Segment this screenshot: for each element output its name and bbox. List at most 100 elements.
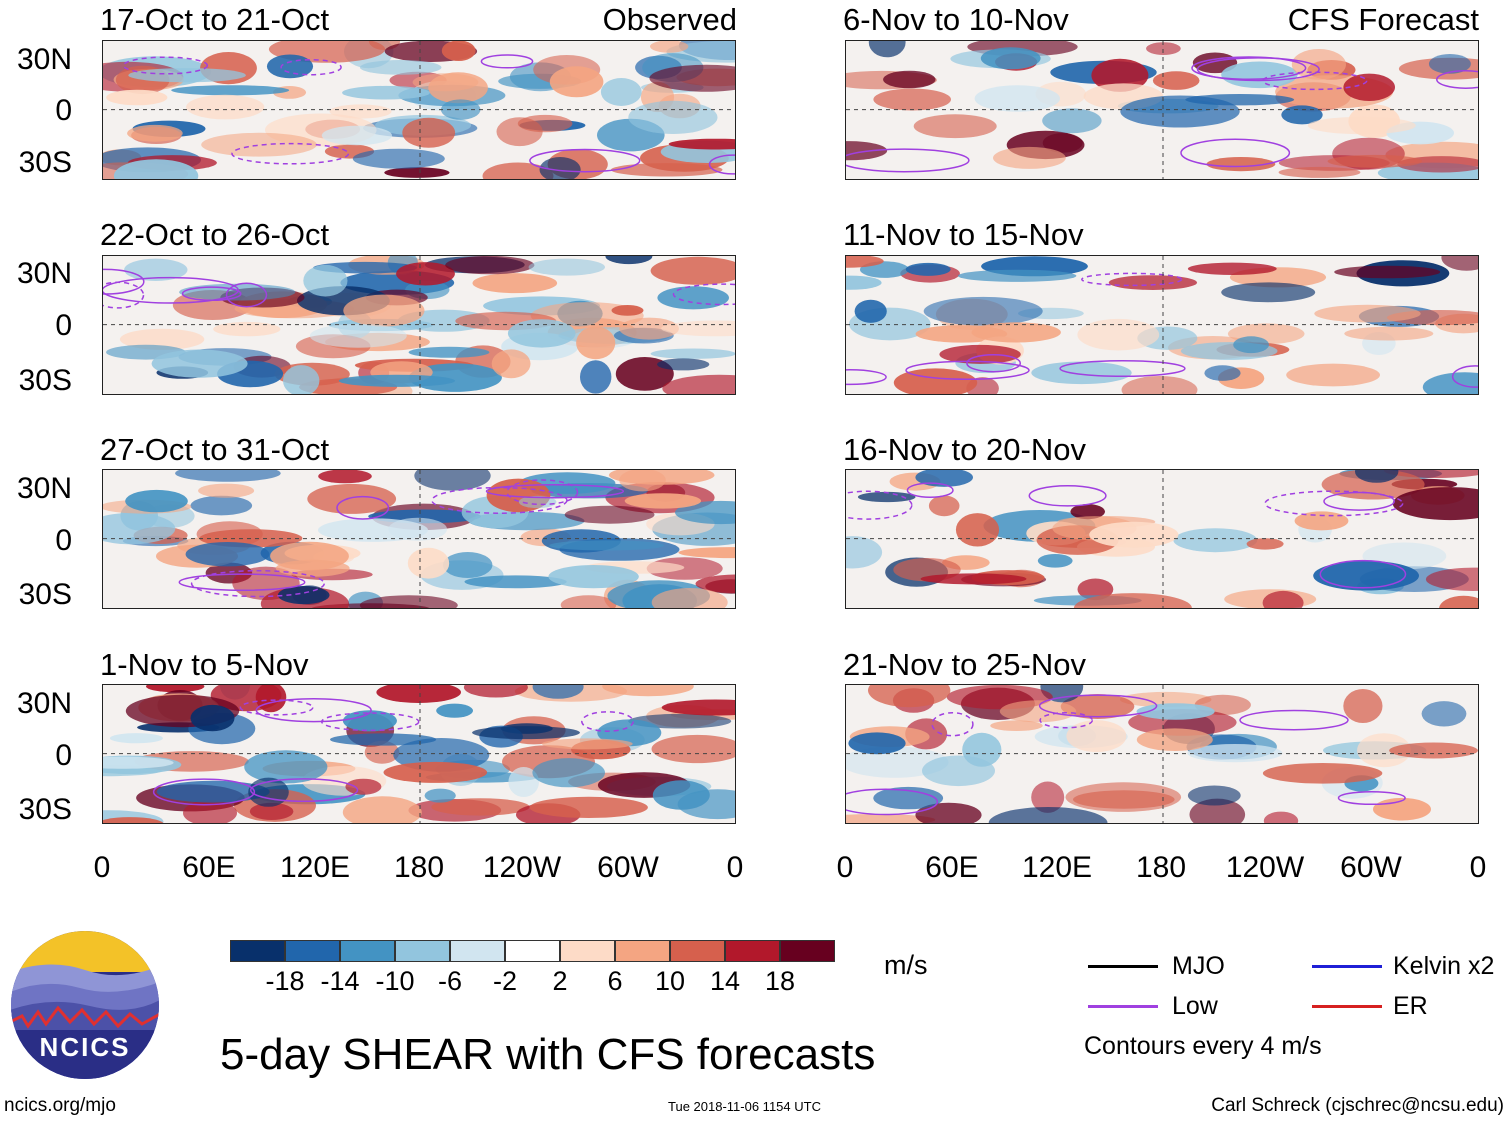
low-contour [846, 369, 887, 386]
low-contour [1191, 56, 1307, 80]
shear-anomaly-blob [1421, 701, 1467, 727]
shear-anomaly-blob [106, 89, 168, 106]
colorbar-cell [450, 940, 505, 962]
colorbar-tick: -14 [320, 966, 360, 996]
shear-anomaly-blob [580, 360, 612, 394]
low-contour [846, 788, 939, 816]
shear-anomaly-blob [277, 586, 330, 605]
shear-anomaly-blob [1037, 554, 1073, 568]
shear-anomaly-blob [201, 132, 317, 157]
shear-anomaly-blob [329, 104, 392, 119]
shear-anomaly-blob [650, 256, 735, 285]
shear-anomaly-blob [1187, 744, 1283, 763]
shear-anomaly-blob [1042, 108, 1102, 134]
low-contour [336, 495, 390, 520]
shear-anomaly-blob [309, 323, 407, 348]
shear-anomaly-blob [127, 124, 183, 142]
shear-anomaly-blob [1246, 538, 1284, 550]
low-contour [931, 711, 974, 737]
shear-anomaly-blob [307, 483, 397, 514]
shear-anomaly-blob [1120, 95, 1240, 128]
shear-anomaly-blob [962, 732, 1002, 767]
shear-anomaly-blob [482, 162, 554, 179]
shear-anomaly-blob [661, 699, 735, 716]
shear-anomaly-blob [649, 64, 735, 92]
shear-anomaly-blob [1031, 361, 1132, 385]
shear-anomaly-blob [980, 47, 1041, 70]
shear-anomaly-blob [244, 750, 328, 784]
shear-anomaly-blob [1073, 593, 1192, 608]
shear-anomaly-blob [988, 807, 1108, 823]
shear-anomaly-blob [1327, 154, 1423, 168]
legend-label-kelvin: Kelvin x2 [1393, 952, 1495, 980]
ylab-0-2: 0 [55, 309, 72, 342]
shear-anomaly-blob [1334, 265, 1441, 279]
legend-line-mjo [1088, 965, 1158, 968]
low-contour [1039, 712, 1094, 729]
panel-title-right-2: 11-Nov to 15-Nov [843, 217, 1084, 252]
shear-anomaly-blob [619, 317, 679, 340]
low-contour [1239, 709, 1349, 731]
shear-anomaly-blob [1065, 782, 1182, 812]
shear-anomaly-blob [213, 321, 281, 337]
legend-line-er [1312, 1005, 1382, 1008]
low-contour [485, 483, 625, 499]
low-contour [708, 154, 735, 175]
shear-anomaly-blob [443, 552, 493, 578]
shear-anomaly-blob [464, 575, 567, 589]
shear-anomaly-blob [266, 54, 314, 79]
colorbar-cell [560, 940, 615, 962]
shear-anomaly-blob [1357, 733, 1411, 768]
shear-anomaly-blob [1428, 54, 1471, 74]
shear-anomaly-blob [1294, 511, 1349, 531]
shear-anomaly-blob [518, 495, 557, 509]
shear-anomaly-blob [848, 732, 906, 755]
shear-anomaly-blob [171, 85, 290, 96]
shear-anomaly-blob [342, 710, 397, 732]
colorbar-cell [340, 940, 395, 962]
xlab-left-60w: 60W [597, 851, 659, 884]
low-contour [906, 482, 954, 499]
xlab-left-end: 0 [726, 851, 744, 884]
shear-anomaly-blob [1136, 728, 1213, 751]
shear-anomaly-blob [846, 814, 936, 823]
shear-anomaly-blob [103, 512, 176, 545]
shear-anomaly-blob [1031, 781, 1065, 813]
shear-anomaly-blob [445, 256, 535, 275]
shear-anomaly-blob [283, 365, 320, 394]
colorbar-tick: 10 [654, 966, 686, 996]
shear-anomaly-blob [342, 796, 422, 823]
shear-anomaly-blob [1070, 504, 1105, 520]
low-contour [966, 353, 1022, 373]
map-panel-right-2 [845, 255, 1479, 395]
panel-title-right-1: 6-Nov to 10-Nov [843, 2, 1069, 37]
low-contour [905, 360, 1030, 380]
colorbar-tick: -18 [265, 966, 305, 996]
shear-anomaly-blob [955, 513, 1000, 547]
colorbar-cell [615, 940, 670, 962]
shear-anomaly-blob [868, 685, 951, 708]
low-contour [255, 698, 372, 723]
shear-anomaly-blob [560, 595, 617, 608]
website-link[interactable]: ncics.org/mjo [4, 1095, 116, 1116]
panel-title-left-1: 17-Oct to 21-Oct [100, 2, 330, 37]
shear-anomaly-blob [662, 374, 735, 394]
shear-anomaly-blob [549, 66, 604, 98]
shear-anomaly-blob [342, 85, 430, 100]
colorbar-cell [395, 940, 450, 962]
shear-anomaly-blob [1286, 363, 1380, 387]
shear-anomaly-blob [873, 786, 944, 810]
shear-anomaly-blob [402, 117, 456, 148]
map-panel-right-3 [845, 469, 1479, 609]
low-contour [122, 56, 209, 75]
shear-anomaly-blob [651, 734, 735, 764]
shear-anomaly-blob [657, 358, 710, 371]
shear-anomaly-blob [190, 704, 235, 732]
shear-anomaly-blob [1262, 590, 1304, 608]
shear-anomaly-blob [198, 483, 255, 498]
shear-anomaly-blob [1343, 689, 1383, 723]
ncics-logo: NCICS [10, 930, 160, 1080]
shear-anomaly-blob [1091, 58, 1149, 92]
low-contour [152, 778, 256, 806]
shear-anomaly-blob [109, 733, 163, 744]
